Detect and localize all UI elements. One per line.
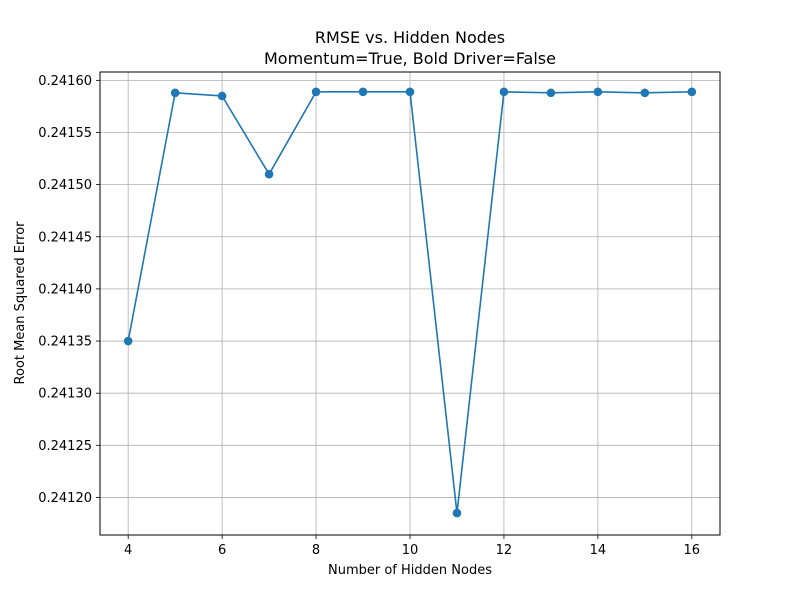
- x-tick-label: 12: [496, 543, 513, 558]
- data-point: [123, 336, 133, 346]
- data-point: [264, 169, 274, 179]
- x-tick-label: 8: [312, 543, 320, 558]
- y-tick-label: 0.24135: [38, 335, 92, 350]
- x-tick-label: 10: [402, 543, 419, 558]
- chart-title-line2: Momentum=True, Bold Driver=False: [264, 49, 556, 68]
- y-tick-label: 0.24145: [38, 230, 92, 245]
- data-point: [452, 508, 462, 518]
- x-tick-label: 4: [124, 543, 132, 558]
- chart-title-line1: RMSE vs. Hidden Nodes: [315, 28, 505, 47]
- y-tick-label: 0.24160: [38, 74, 92, 89]
- data-point: [593, 87, 603, 97]
- data-point: [546, 88, 556, 98]
- axis-ticks: 4 6 8 10 12 14 16 0.24120 0.24125 0.24130 0.24135 0…: [38, 74, 700, 558]
- data-point: [217, 91, 227, 101]
- grid: [100, 72, 720, 535]
- data-point: [170, 88, 180, 98]
- data-point: [499, 87, 509, 97]
- y-axis-label: Root Mean Squared Error: [13, 221, 28, 385]
- x-tick-label: 6: [218, 543, 226, 558]
- y-tick-label: 0.24155: [38, 126, 92, 141]
- x-tick-label: 14: [590, 543, 607, 558]
- data-point: [311, 87, 321, 97]
- y-tick-label: 0.24150: [38, 178, 92, 193]
- series-rmse: [123, 87, 697, 518]
- y-tick-label: 0.24130: [38, 387, 92, 402]
- data-point: [358, 87, 368, 97]
- data-point: [405, 87, 415, 97]
- data-point: [687, 87, 697, 97]
- data-point: [640, 88, 650, 98]
- y-tick-label: 0.24120: [38, 491, 92, 506]
- x-tick-label: 16: [684, 543, 701, 558]
- y-tick-label: 0.24125: [38, 439, 92, 454]
- y-tick-label: 0.24140: [38, 282, 92, 297]
- x-axis-label: Number of Hidden Nodes: [328, 563, 492, 578]
